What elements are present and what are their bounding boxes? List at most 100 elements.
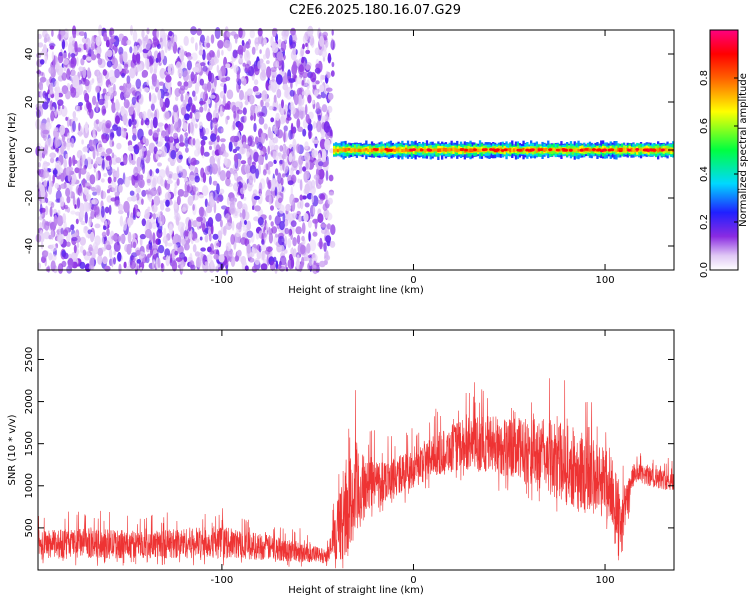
spectrogram-cell <box>139 45 143 53</box>
spectrogram-cell <box>44 251 49 256</box>
spectrogram-peak <box>597 148 602 152</box>
spectrogram-cell <box>72 154 76 167</box>
spectrogram-cell <box>78 185 83 194</box>
spectrogram-cell <box>325 235 332 243</box>
spectrogram-cell <box>187 55 193 61</box>
spectrogram-cell <box>96 53 101 59</box>
spectrogram-peak <box>568 148 573 152</box>
spectrogram-cell <box>95 101 99 113</box>
spectrogram-cell <box>232 49 238 59</box>
spectrogram-cell <box>188 231 193 240</box>
spectrogram-cell <box>199 44 203 52</box>
spectrogram-cell <box>281 60 285 72</box>
spectrogram-cell <box>276 129 284 139</box>
spectrogram-cell <box>68 156 72 168</box>
spectrogram-cell <box>189 180 192 187</box>
spectrogram-cell <box>80 220 86 226</box>
spectrogram-cell <box>92 95 97 106</box>
spectrogram-cell <box>155 168 160 174</box>
spectrogram-cell <box>195 42 198 51</box>
spectrogram-cell <box>346 147 349 151</box>
spectrogram-cell <box>348 148 351 151</box>
spectrogram-cell <box>312 231 318 237</box>
spectrogram-cell <box>203 229 209 236</box>
spectrogram-cell <box>292 47 297 56</box>
spectrogram-cell <box>330 224 336 236</box>
spectrogram-cell <box>183 81 189 87</box>
spectrogram-cell <box>103 225 107 231</box>
spectrogram-cell <box>95 171 99 182</box>
spectrogram-cell <box>269 261 276 271</box>
spectrogram-cell <box>186 183 194 194</box>
spectrogram-cell <box>300 106 305 111</box>
spectrogram-cell <box>265 222 269 231</box>
spectrogram-cell <box>243 257 247 267</box>
spectrogram-cell <box>272 27 277 38</box>
spectrogram-cell <box>152 259 155 270</box>
spectrogram-cell <box>101 135 109 144</box>
spectrogram-cell <box>175 61 182 70</box>
spectrogram-cell <box>189 164 196 173</box>
spectrogram-cell <box>98 147 105 152</box>
spectrogram-cell <box>200 167 205 178</box>
spectrogram-cell <box>295 169 300 175</box>
spectrogram-cell <box>177 81 182 87</box>
spectrogram-cell <box>261 239 265 245</box>
spectrogram-cell <box>133 65 138 73</box>
spectrogram-cell <box>153 195 161 206</box>
spectrogram-cell <box>658 147 662 152</box>
spectrogram-cell <box>195 256 202 268</box>
spectrogram-cell <box>113 35 120 48</box>
spectrogram-cell <box>198 194 204 199</box>
spectrogram-cell <box>108 69 115 82</box>
spectrogram-cell <box>329 135 333 145</box>
spectrogram-cell <box>146 27 150 35</box>
spectrogram-cell <box>114 68 120 79</box>
spectrogram-cell <box>194 111 201 120</box>
spectrogram-cell <box>395 147 398 152</box>
spectrogram-cell <box>121 39 124 45</box>
spectrogram-cell <box>220 138 226 143</box>
spectrogram-cell <box>92 191 98 196</box>
spectrogram-cell <box>263 233 267 238</box>
spectrogram-cell <box>204 234 209 243</box>
spectrogram-cell <box>179 134 184 144</box>
spectrogram-cell <box>84 226 88 231</box>
spectrogram-cell <box>50 157 55 164</box>
spectrogram-cell <box>184 136 189 148</box>
spectrogram-cell <box>159 135 164 146</box>
spectrogram-cell <box>141 69 149 78</box>
spectrogram-cell <box>315 80 320 85</box>
spectrogram-cell <box>194 238 200 243</box>
spectrogram-peak <box>592 148 596 151</box>
spectrogram-cell <box>117 251 122 262</box>
spectrogram-cell <box>179 142 185 147</box>
spectrogram-cell <box>300 256 305 268</box>
spectrogram-cell <box>78 31 86 37</box>
spectrogram-cell <box>156 150 162 155</box>
spectrogram-peak <box>555 148 560 152</box>
spectrogram-cell <box>316 120 322 133</box>
spectrogram-cell <box>60 29 66 36</box>
spectrogram-cell <box>152 116 158 129</box>
snr-x-axis-label: Height of straight line (km) <box>288 585 424 596</box>
spectrogram-cell <box>101 236 105 245</box>
spectrogram-cell <box>499 147 502 152</box>
spectrogram-cell <box>269 179 276 192</box>
spectrogram-cell <box>55 147 59 152</box>
spectrogram-cell <box>279 116 286 125</box>
spectrogram-cell <box>291 63 298 76</box>
spectrogram-cell <box>630 147 633 152</box>
spectrogram-cell <box>66 241 71 247</box>
spectrogram-cell <box>88 265 95 270</box>
spectrogram-cell <box>54 90 59 102</box>
spectrogram-cell <box>48 252 53 261</box>
spectrogram-cell <box>327 56 332 62</box>
spectrogram-cell <box>120 91 125 101</box>
spectrogram-cell <box>232 120 236 130</box>
spectrogram-cell <box>291 160 298 168</box>
spectrogram-cell <box>118 263 122 275</box>
spectrogram-cell <box>257 27 263 37</box>
spectrogram-cell <box>91 78 95 84</box>
spectrogram-cell <box>273 144 279 151</box>
